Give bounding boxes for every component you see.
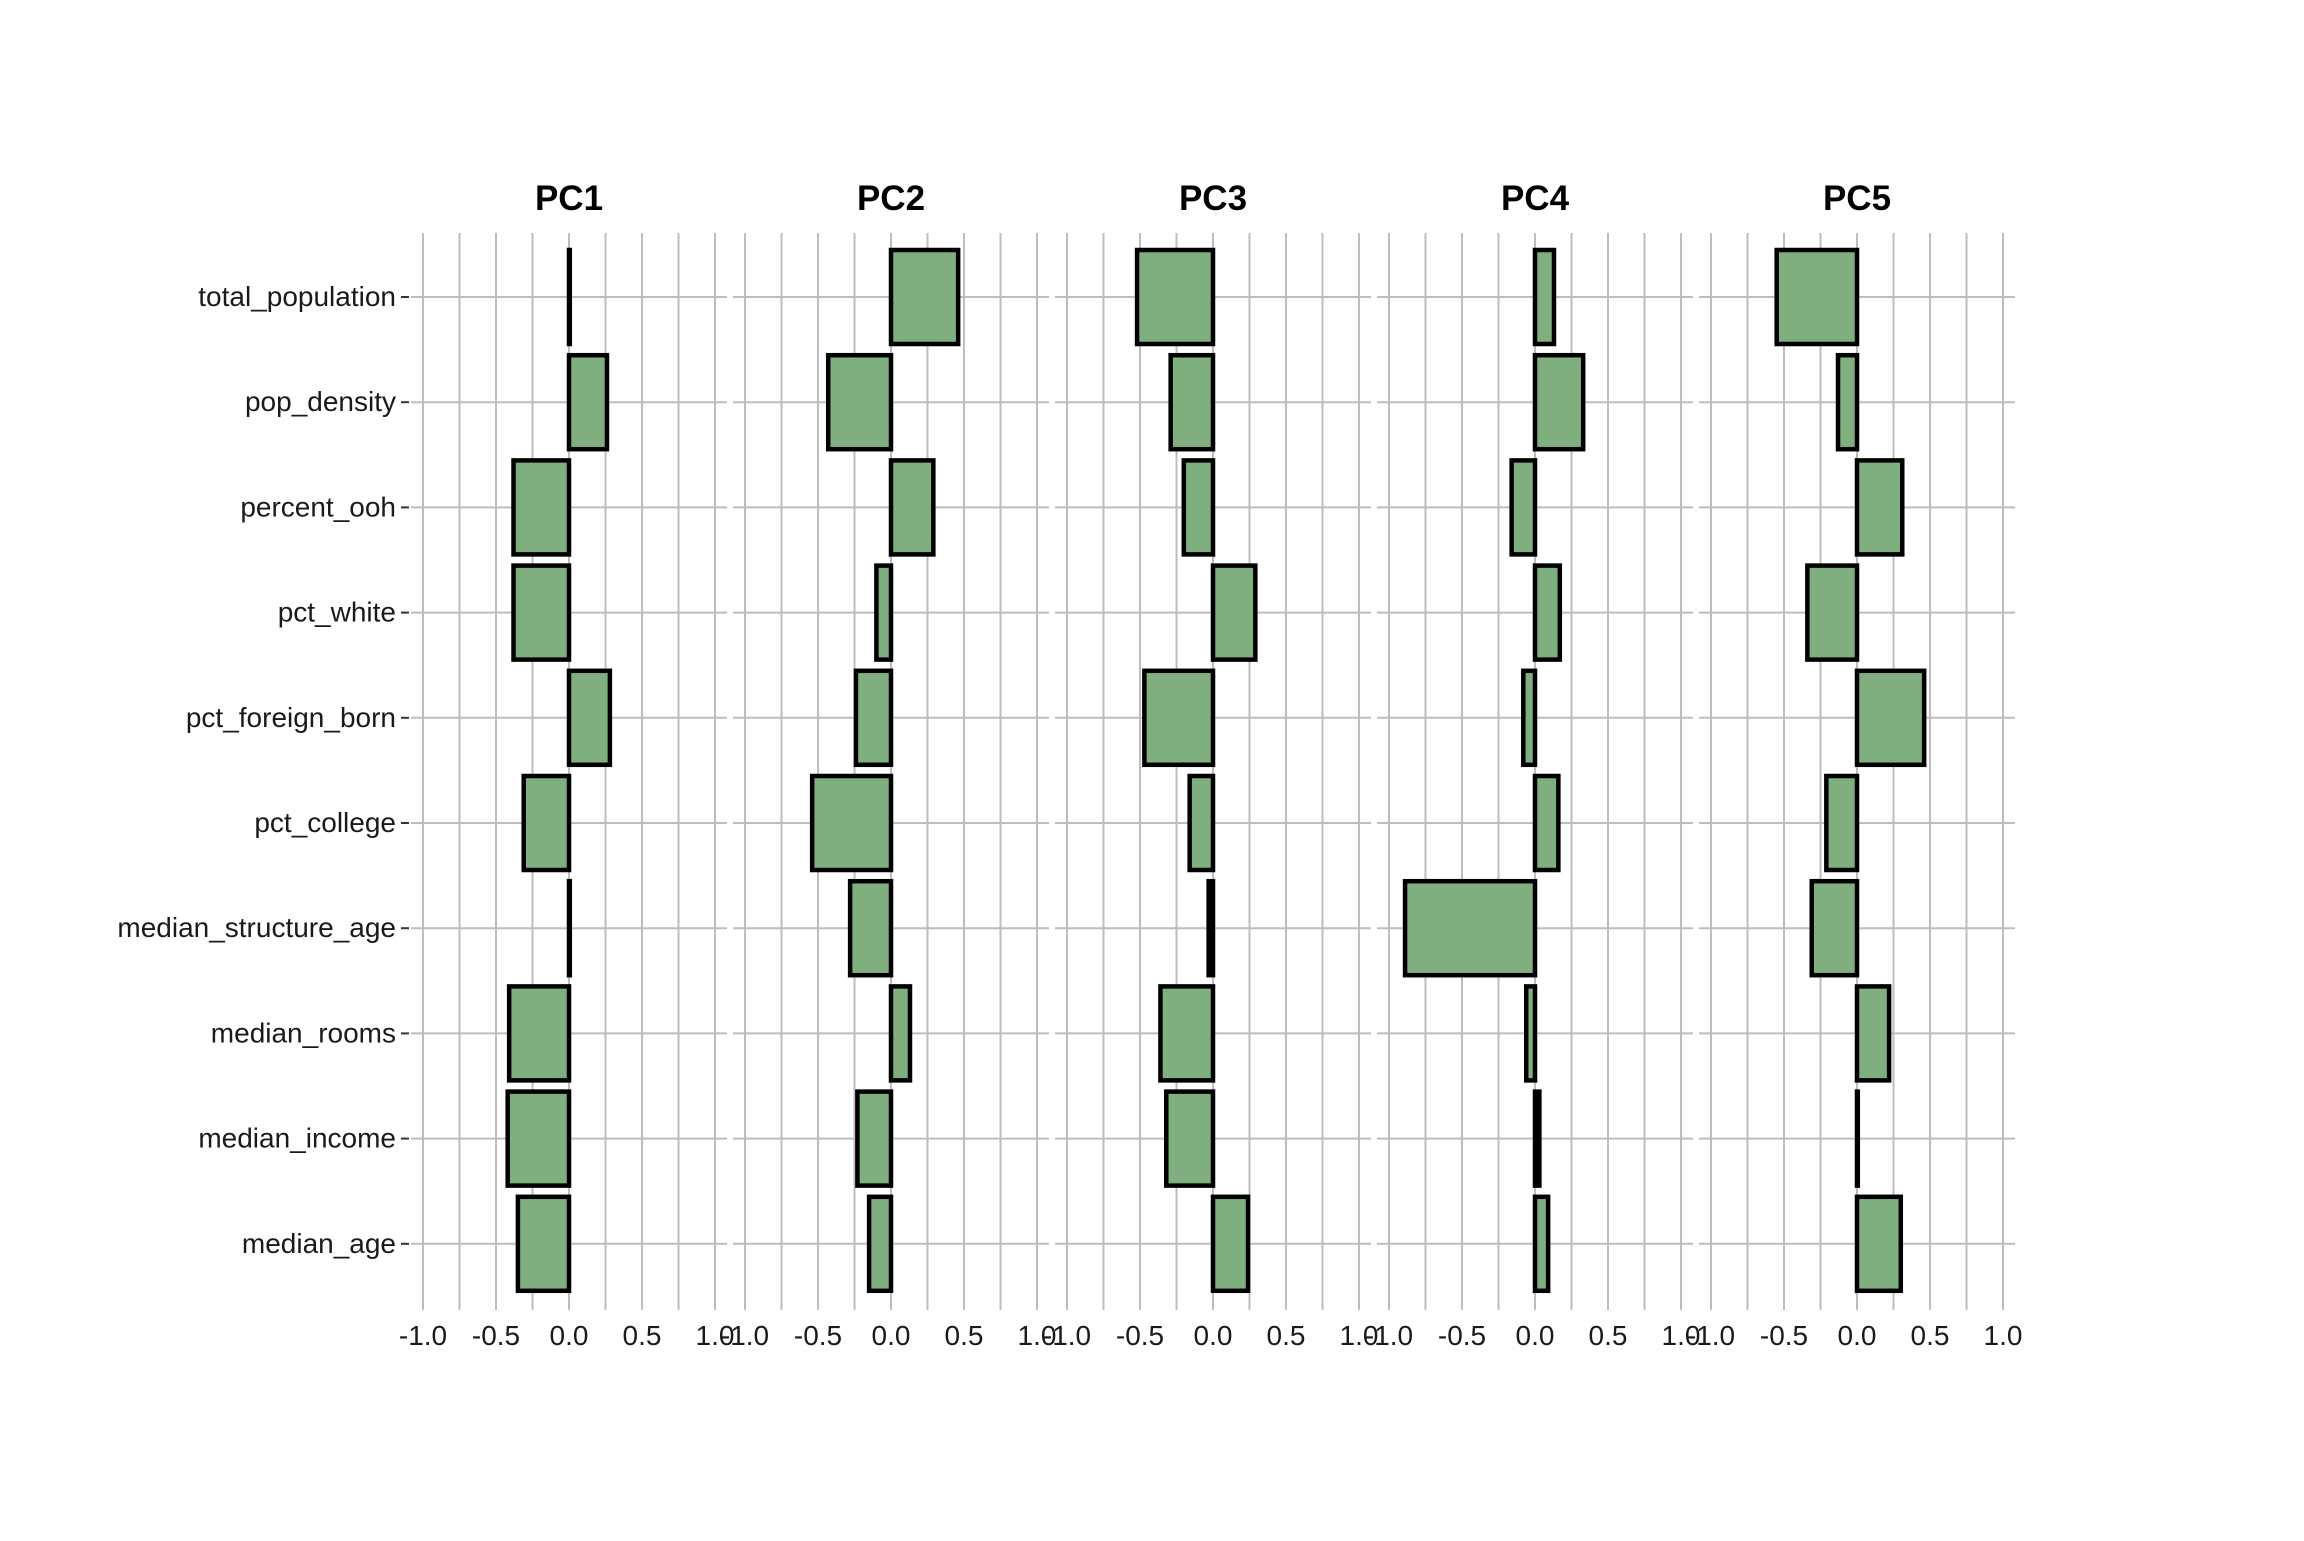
bar-pc5-median_structure_age [1809,878,1860,978]
bar-pc3-median_rooms [1158,984,1216,1083]
x-tick-label: 0.0 [1838,1320,1877,1351]
bar-pc1-percent_ooh [511,458,572,557]
x-tick-label: 0.5 [1911,1320,1950,1351]
bar-pc3-percent_ooh [1181,458,1216,557]
bar-pc1-pct_white [511,563,572,662]
bar-pc1-median_structure_age [566,878,573,978]
bar-pc5-median_age [1854,1194,1904,1294]
x-tick-label: 1.0 [1984,1320,2023,1351]
x-tick-label: 0.5 [945,1320,984,1351]
x-tick-label: -0.5 [1438,1320,1486,1351]
bar-pc2-percent_ooh [888,458,936,557]
facet-title: PC3 [1179,179,1247,218]
bar-pc5-pct_foreign_born [1854,668,1927,768]
bar-pc4-percent_ooh [1509,458,1538,557]
x-tick-label: 0.0 [872,1320,911,1351]
bar-pc1-pct_college [521,773,572,873]
bar-pc4-pct_college [1532,773,1561,873]
y-tick-label: percent_ooh [240,491,396,522]
x-tick-label: -0.5 [472,1320,520,1351]
bar-pc2-total_population [888,247,961,347]
y-tick-label: total_population [198,281,396,312]
y-tick-label: pct_college [254,807,396,838]
x-tick-label: 1.0 [1018,1320,1057,1351]
facet-title: PC1 [535,179,603,218]
bar-pc4-pct_foreign_born [1521,668,1538,768]
bar-pc2-median_income [855,1089,894,1188]
bar-pc4-median_structure_age [1402,878,1538,978]
bar-pc5-pct_white [1805,563,1860,662]
bar-pc2-pct_college [809,773,894,873]
bar-pc3-median_age [1210,1194,1251,1294]
bar-pc5-pop_density [1835,352,1860,452]
y-tick-label: pct_foreign_born [186,702,396,733]
x-tick-label: -0.5 [794,1320,842,1351]
x-tick-label: -0.5 [1116,1320,1164,1351]
x-tick-label: -1.0 [1043,1320,1091,1351]
x-tick-label: -0.5 [1760,1320,1808,1351]
x-tick-label: 1.0 [1340,1320,1379,1351]
bar-pc1-median_age [515,1194,572,1294]
y-tick-label: pct_white [278,597,396,628]
bar-pc2-pct_foreign_born [853,668,894,768]
x-tick-label: 1.0 [696,1320,735,1351]
bar-pc4-median_rooms [1523,984,1538,1083]
facet-title: PC4 [1501,179,1570,218]
bar-pc2-median_age [866,1194,894,1294]
x-tick-label: 0.5 [1267,1320,1306,1351]
x-tick-label: 0.0 [550,1320,589,1351]
bar-pc5-pct_college [1824,773,1860,873]
bar-pc1-pop_density [566,352,610,452]
bar-pc5-total_population [1774,247,1860,347]
bar-pc4-pop_density [1532,352,1586,452]
bar-pc2-median_rooms [888,984,913,1083]
x-tick-label: -1.0 [1365,1320,1413,1351]
facet-title: PC5 [1823,179,1891,218]
x-tick-label: 0.5 [623,1320,662,1351]
bar-pc4-median_age [1532,1194,1551,1294]
bar-pc1-pct_foreign_born [566,668,613,768]
label-layer: PC1 -1.0 -0.5 0.0 0.5 1.0 PC2 -1.0 -0.5 0.0 0.5 1.0… [117,179,2022,1351]
facet-title: PC2 [857,179,925,218]
bar-pc4-pct_white [1532,563,1563,662]
x-tick-label: -1.0 [721,1320,769,1351]
x-tick-label: -1.0 [399,1320,447,1351]
bar-pc3-pct_foreign_born [1142,668,1216,768]
bar-pc4-median_income [1532,1089,1542,1188]
bar-pc5-median_income [1854,1089,1861,1188]
bar-pc2-pop_density [825,352,894,452]
x-tick-label: 1.0 [1662,1320,1701,1351]
x-tick-label: 0.0 [1516,1320,1555,1351]
y-tick-label: median_structure_age [117,912,396,943]
bar-pc1-median_rooms [506,984,572,1083]
y-tick-label: median_age [242,1228,396,1259]
bar-pc3-pct_college [1187,773,1216,873]
y-tick-label: median_income [198,1123,396,1154]
x-tick-label: 0.5 [1589,1320,1628,1351]
bar-pc5-percent_ooh [1854,458,1905,557]
bar-pc3-total_population [1134,247,1216,347]
x-tick-label: 0.0 [1194,1320,1233,1351]
bar-pc1-median_income [505,1089,572,1188]
bar-layer [505,247,1927,1294]
bar-pc3-pop_density [1168,352,1216,452]
bar-pc2-median_structure_age [847,878,894,978]
y-tick-label: median_rooms [211,1017,396,1048]
x-tick-label: -1.0 [1687,1320,1735,1351]
bar-pc2-pct_white [874,563,894,662]
y-tick-label: pop_density [245,386,396,417]
bar-pc5-median_rooms [1854,984,1892,1083]
bar-pc1-total_population [566,247,573,347]
bar-pc3-pct_white [1210,563,1258,662]
bar-pc3-median_structure_age [1206,878,1216,978]
bar-pc3-median_income [1164,1089,1216,1188]
bar-pc4-total_population [1532,247,1557,347]
